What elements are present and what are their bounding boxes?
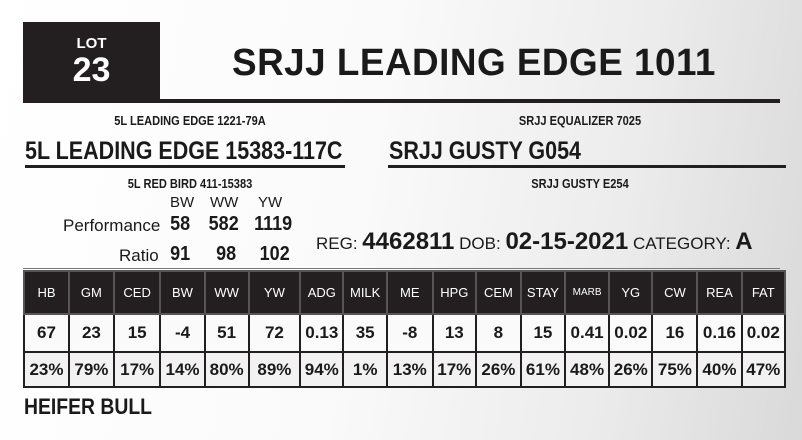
sire-sire: 5L LEADING EDGE 1221-79A: [114, 113, 266, 128]
epd-header-milk: MILK: [342, 270, 388, 315]
sire-dam: 5L RED BIRD 411-15383: [127, 176, 253, 191]
epd-header-ww: WW: [203, 270, 250, 315]
epd-value-cw: 16: [651, 313, 699, 353]
epd-percentile-ww: 80%: [203, 351, 250, 388]
epd-percentile-row: 23% 79% 17% 14% 80% 89% 94% 1% 13% 17% 26% 61% 48% 26…: [23, 351, 786, 388]
category-value: A: [735, 228, 753, 255]
ratio-label: Ratio: [119, 246, 159, 265]
dam-sire: SRJJ EQUALIZER 7025: [518, 113, 642, 128]
epd-value-hpg: 13: [431, 313, 477, 353]
epd-header-hb: HB: [23, 270, 70, 315]
epd-percentile-hb: 23%: [23, 351, 70, 388]
performance-label: Performance: [63, 216, 161, 235]
epd-header-ced: CED: [112, 270, 162, 315]
epd-percentile-adg: 94%: [299, 351, 345, 388]
perf-header-bw: BW: [170, 194, 195, 211]
epd-table: HB GM CED BW WW YW ADG MILK ME HPG CEM STAY MARB YG CW…: [23, 270, 786, 388]
epd-percentile-yg: 26%: [608, 351, 654, 388]
epd-value-hb: 67: [23, 313, 70, 353]
reg-number: 4462811: [362, 228, 455, 255]
divider: [23, 268, 780, 269]
epd-value-ww: 51: [203, 313, 250, 353]
dob-value: 02-15-2021: [505, 228, 629, 255]
epd-percentile-yw: 89%: [247, 351, 302, 388]
sire: 5L LEADING EDGE 15383-117C: [25, 137, 343, 165]
lot-label: LOT: [76, 35, 107, 52]
dam: SRJJ GUSTY G054: [389, 137, 582, 165]
epd-header-hpg: HPG: [431, 270, 477, 315]
registration-info: REG: 4462811 DOB: 02-15-2021 CATEGORY: A: [316, 228, 753, 256]
epd-percentile-milk: 1%: [342, 351, 388, 388]
epd-value-cem: 8: [474, 313, 522, 353]
epd-header-marb: MARB: [563, 270, 611, 315]
epd-percentile-ced: 17%: [112, 351, 162, 388]
perf-ww: 582: [208, 213, 239, 235]
epd-value-ced: 15: [112, 313, 162, 353]
epd-header-adg: ADG: [299, 270, 345, 315]
epd-percentile-stay: 61%: [519, 351, 567, 388]
epd-header-yg: YG: [608, 270, 654, 315]
epd-value-rea: 0.16: [696, 313, 743, 353]
divider: [23, 99, 780, 103]
ratio-ww: 98: [216, 243, 237, 265]
epd-header-fat: FAT: [740, 270, 786, 315]
epd-value-marb: 0.41: [563, 313, 611, 353]
epd-percentile-gm: 79%: [67, 351, 115, 388]
lot-badge: LOT 23: [23, 22, 160, 100]
perf-bw: 58: [170, 213, 191, 235]
epd-header-stay: STAY: [519, 270, 567, 315]
epd-header-cem: CEM: [474, 270, 522, 315]
animal-name: SRJJ LEADING EDGE 1011: [232, 42, 716, 84]
epd-value-yg: 0.02: [608, 313, 654, 353]
category-label: CATEGORY:: [632, 234, 731, 253]
epd-value-bw: -4: [159, 313, 206, 353]
ratio-bw: 91: [170, 243, 191, 265]
epd-header-cw: CW: [651, 270, 699, 315]
epd-percentile-bw: 14%: [159, 351, 206, 388]
epd-value-stay: 15: [519, 313, 567, 353]
perf-header-ww: WW: [210, 194, 239, 211]
epd-percentile-fat: 47%: [740, 351, 786, 388]
reg-label: REG:: [316, 234, 358, 253]
lot-number: 23: [72, 51, 111, 89]
ratio-yw: 102: [259, 243, 290, 265]
epd-value-gm: 23: [67, 313, 115, 353]
dam-underline: [388, 165, 786, 168]
epd-header-yw: YW: [247, 270, 302, 315]
epd-values-row: 67 23 15 -4 51 72 0.13 35 -8 13 8 15 0.41 0.02 16 0.16 0…: [23, 313, 786, 353]
epd-value-milk: 35: [342, 313, 388, 353]
dob-label: DOB:: [459, 234, 501, 253]
epd-header-row: HB GM CED BW WW YW ADG MILK ME HPG CEM STAY MARB YG CW…: [23, 270, 786, 315]
epd-percentile-hpg: 17%: [431, 351, 477, 388]
epd-percentile-cem: 26%: [474, 351, 522, 388]
epd-value-yw: 72: [247, 313, 302, 353]
epd-value-adg: 0.13: [299, 313, 345, 353]
epd-value-fat: 0.02: [740, 313, 786, 353]
epd-header-me: ME: [385, 270, 434, 315]
epd-percentile-rea: 40%: [696, 351, 743, 388]
dam-dam: SRJJ GUSTY E254: [531, 176, 629, 191]
description: HEIFER BULL: [24, 394, 152, 419]
epd-header-gm: GM: [67, 270, 115, 315]
epd-percentile-marb: 48%: [563, 351, 611, 388]
epd-percentile-cw: 75%: [651, 351, 699, 388]
epd-value-me: -8: [385, 313, 434, 353]
sire-underline: [25, 165, 345, 168]
epd-header-rea: REA: [696, 270, 743, 315]
epd-header-bw: BW: [159, 270, 206, 315]
epd-percentile-me: 13%: [385, 351, 434, 388]
perf-yw: 1119: [254, 213, 293, 235]
perf-header-yw: YW: [258, 194, 283, 211]
